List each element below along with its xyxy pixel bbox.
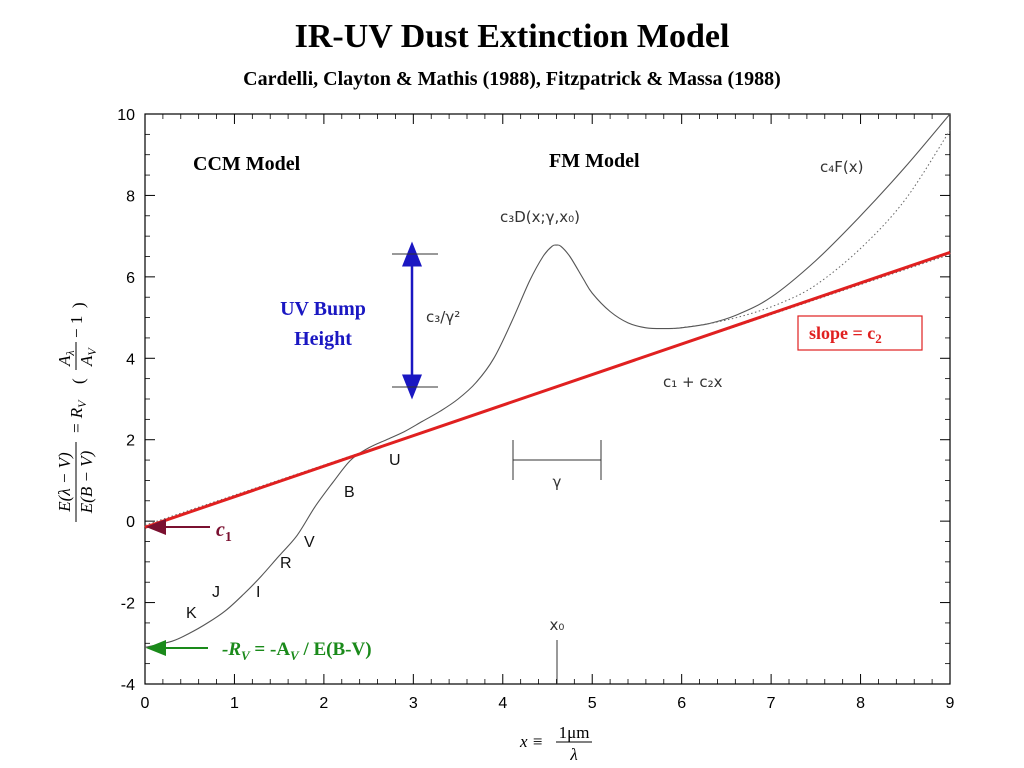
c3-over-gamma-annotation: c₃/γ² (426, 308, 460, 326)
x-tick-label: 0 (141, 695, 150, 712)
x-tick-label: 6 (677, 695, 686, 712)
series-layer (144, 113, 951, 648)
y-axis-label: E(λ − V) E(B − V) = RV ( Aλ AV − 1 ) (55, 302, 99, 522)
x-tick-label: 7 (767, 695, 776, 712)
x-tick-label: 4 (498, 695, 507, 712)
plot-frame (144, 113, 951, 685)
x-tick-label: 1 (230, 695, 239, 712)
band-k: K (186, 605, 197, 622)
y-tick-label: 6 (126, 270, 135, 287)
c1-label: c1 (216, 519, 232, 545)
uv-bump-label-line1: UV Bump (280, 298, 366, 320)
y-tick-label: -4 (121, 677, 135, 694)
y-label-paren-close: ) (69, 302, 88, 308)
y-label-mid: = RV (67, 399, 89, 434)
fm-far-uv-dotted-curve (672, 130, 951, 330)
x-axis-label: x ≡ 1μm λ (519, 723, 592, 764)
linear-fit-red-line (144, 250, 951, 529)
axis-ticks (144, 113, 951, 685)
ccm-model-label: CCM Model (193, 153, 301, 175)
y-label-tail: − 1 (67, 316, 86, 338)
y-label-frac1-num: E(λ − V) (55, 452, 74, 513)
x-tick-label: 5 (588, 695, 597, 712)
y-label-paren-open: ( (69, 378, 88, 384)
y-tick-label: 8 (126, 188, 135, 205)
chart-title: IR-UV Dust Extinction Model (294, 18, 730, 55)
fm-model-label: FM Model (549, 150, 640, 172)
x-tick-label: 8 (856, 695, 865, 712)
x-tick-label: 9 (946, 695, 955, 712)
slope-box (797, 315, 923, 351)
y-label-frac2-num: Aλ (55, 350, 77, 367)
y-tick-label: 10 (117, 107, 135, 124)
slope-label: slope = c2 (809, 323, 882, 346)
band-i: I (256, 584, 260, 601)
y-label-frac1-den: E(B − V) (77, 450, 96, 514)
band-r: R (280, 555, 292, 572)
gamma-label: γ (553, 473, 562, 491)
x0-label: x₀ (550, 616, 565, 634)
linear-term-annotation: c₁ + c₂x (663, 373, 723, 391)
x-label-lhs: x ≡ (519, 732, 543, 751)
chart-subtitle: Cardelli, Clayton & Mathis (1988), Fitzp… (243, 68, 781, 90)
c4f-annotation: c₄F(x) (820, 158, 863, 176)
x-label-numerator: 1μm (559, 723, 590, 742)
axis-tick-labels: 0 1 2 3 4 5 6 7 8 9 -4 -2 0 2 4 6 8 10 (117, 107, 954, 712)
c3d-annotation: c₃D(x;γ,x₀) (500, 208, 580, 226)
x-tick-label: 3 (409, 695, 418, 712)
band-j: J (212, 584, 220, 601)
uv-bump-label-line2: Height (294, 328, 352, 350)
y-tick-label: -2 (121, 596, 135, 613)
x-label-denominator: λ (569, 745, 577, 764)
band-v: V (304, 534, 315, 551)
extinction-curve (144, 113, 951, 648)
x-tick-label: 2 (319, 695, 328, 712)
y-tick-label: 2 (126, 433, 135, 450)
y-tick-label: 4 (126, 351, 135, 368)
y-label-frac2-den: AV (77, 347, 99, 367)
band-b: B (344, 484, 355, 501)
band-u: U (389, 452, 401, 469)
y-tick-label: 0 (126, 514, 135, 531)
rv-label: -RV = -AV / E(B-V) (222, 639, 372, 663)
